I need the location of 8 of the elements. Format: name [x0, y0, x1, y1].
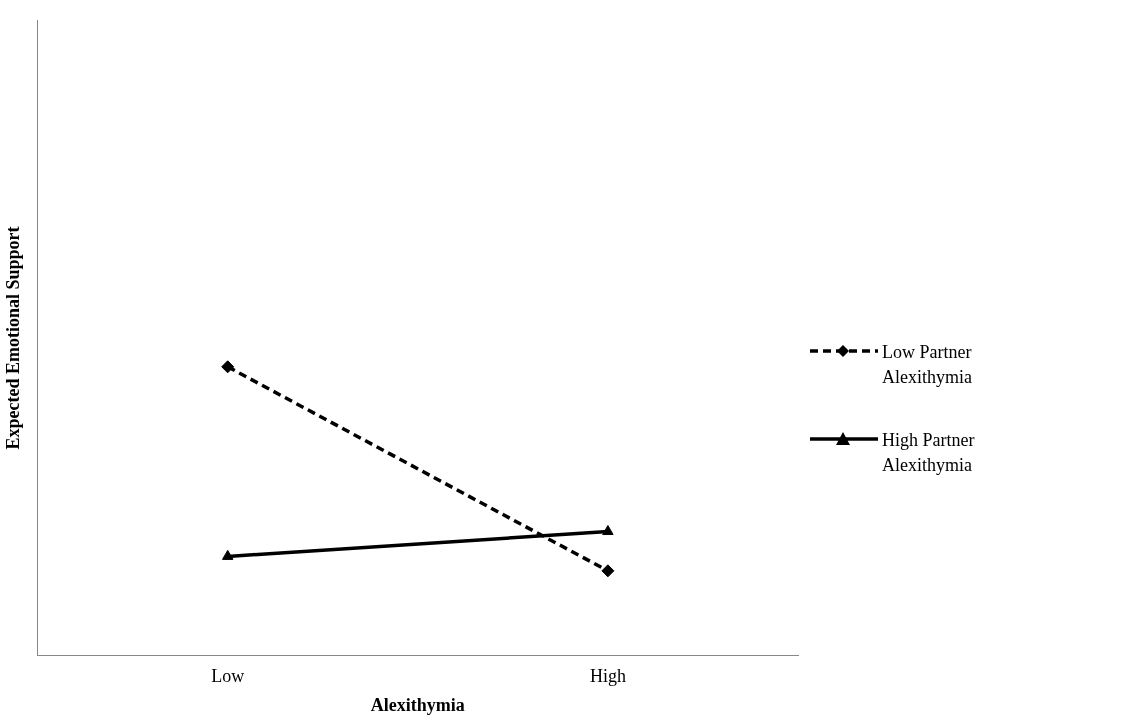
x-tick-label: High — [589, 666, 626, 687]
point — [601, 564, 615, 578]
legend-label: High Partner Alexithymia — [882, 429, 976, 477]
legend-label: Low Partner Alexithymia — [882, 341, 973, 389]
x-axis-title: Alexithymia — [370, 694, 465, 715]
point — [221, 360, 235, 374]
y-axis-title: Expected Emotional Support — [3, 226, 24, 450]
x-tick-label: Low — [211, 666, 245, 687]
